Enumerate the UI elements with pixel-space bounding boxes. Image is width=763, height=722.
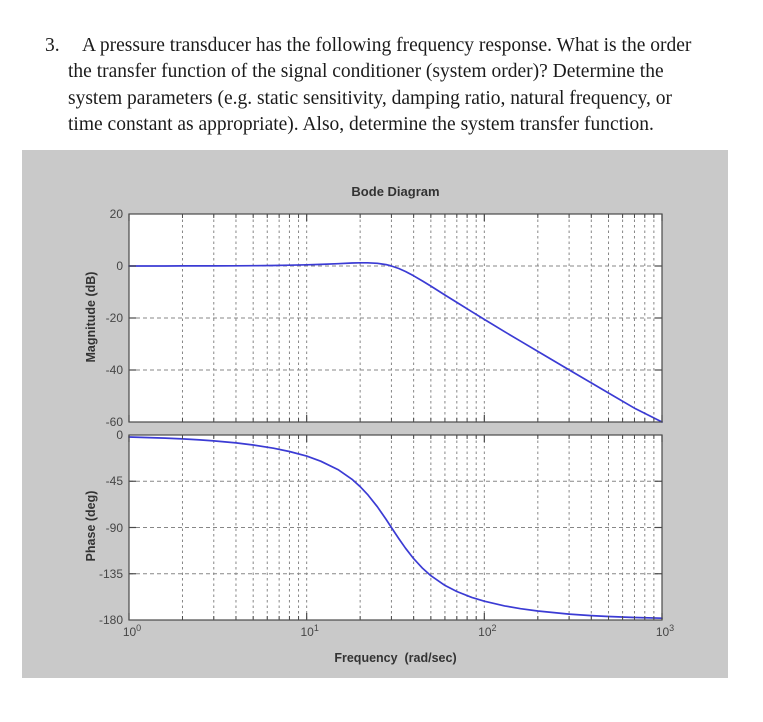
y-tick-label-phase: -180 xyxy=(98,613,123,627)
bode-phase-curve xyxy=(128,436,663,620)
problem-number: 3. xyxy=(45,35,60,56)
bode-plot-canvas xyxy=(128,213,663,621)
y-tick-label-phase: 0 xyxy=(116,428,123,442)
y-tick-label-phase: -90 xyxy=(105,520,123,535)
figure-title: Bode Diagram xyxy=(351,184,440,199)
y-tick-label-magnitude: 0 xyxy=(116,259,123,273)
y-tick-label-magnitude: 20 xyxy=(109,207,123,221)
y-tick-label-phase: -135 xyxy=(98,566,123,581)
x-tick-label: 101 xyxy=(300,623,319,639)
bode-magnitude-curve xyxy=(128,261,663,423)
y-tick-label-phase: -45 xyxy=(105,474,123,489)
x-tick-label: 100 xyxy=(122,623,142,639)
x-tick-label: 103 xyxy=(655,623,675,639)
y-tick-label-magnitude: -40 xyxy=(105,363,123,377)
y-tick-label-magnitude: -60 xyxy=(105,415,123,429)
frequency-axis-label: Frequency (rad/sec) xyxy=(334,651,457,665)
problem-text: A pressure transducer has the following … xyxy=(68,35,692,136)
y-tick-label-magnitude: -20 xyxy=(105,311,123,325)
x-tick-label: 102 xyxy=(478,623,497,639)
bode-figure: Bode Diagram Magnitude (dB) Phase (deg) … xyxy=(22,150,728,678)
problem-statement: 3. A pressure transducer has the followi… xyxy=(45,33,755,139)
